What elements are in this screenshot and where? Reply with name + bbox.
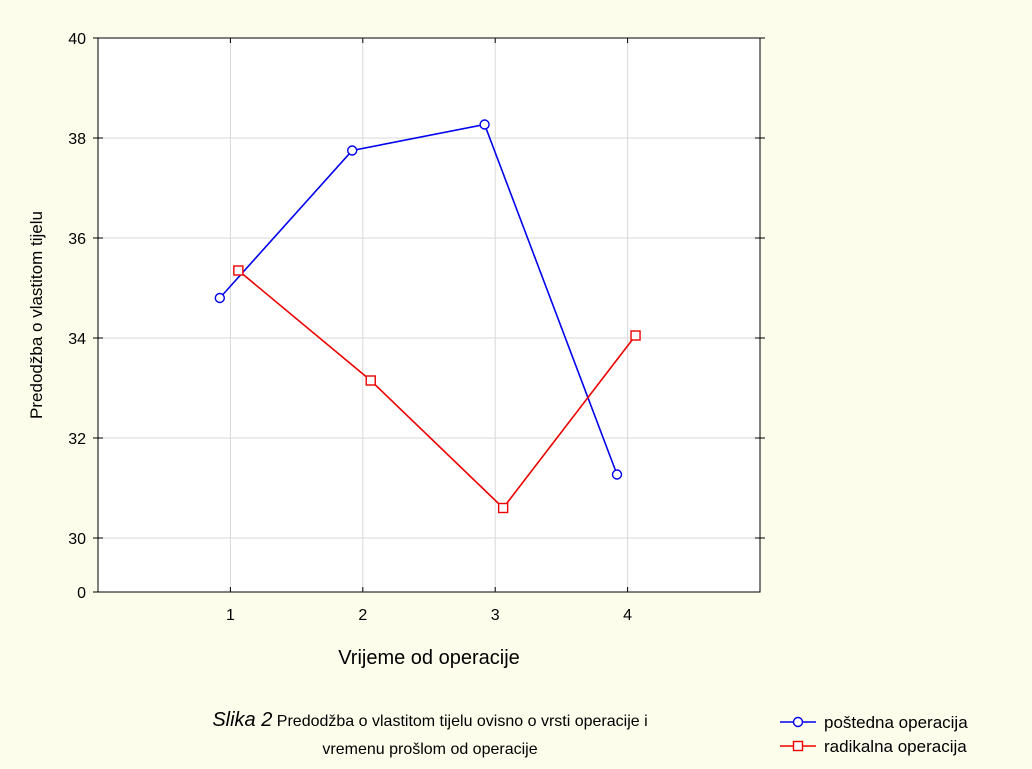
data-point-square <box>630 330 641 341</box>
y-break-tick-label: 0 <box>77 585 86 602</box>
x-tick-label: 3 <box>491 607 500 624</box>
plot-area <box>97 37 761 593</box>
data-point-square <box>233 265 244 276</box>
data-point-circle <box>347 145 358 156</box>
data-point-circle <box>479 119 490 130</box>
caption-text-line2: vremenu prošlom od operacije <box>322 741 538 758</box>
legend: poštedna operacija radikalna operacija <box>780 713 968 756</box>
y-axis-label: Predodžba o vlastitom tijelu <box>27 211 46 419</box>
y-tick-label: 30 <box>68 531 86 548</box>
y-tick-label: 40 <box>68 31 86 48</box>
x-tick-label: 4 <box>623 607 632 624</box>
grid-lines <box>98 38 760 592</box>
x-tick-label: 1 <box>226 607 235 624</box>
legend-marker-square <box>792 740 804 752</box>
legend-label-2: radikalna operacija <box>824 737 967 756</box>
series-layer <box>214 119 641 514</box>
legend-marker-circle <box>792 716 804 728</box>
series-line-1 <box>219 123 618 475</box>
legend-label-1: poštedna operacija <box>824 713 968 732</box>
y-tick-label: 38 <box>68 131 86 148</box>
series-line-2 <box>237 269 637 510</box>
figure-caption: Slika 2 Predodžba o vlastitom tijelu ovi… <box>100 706 760 764</box>
data-point-circle <box>214 292 226 304</box>
data-point-square <box>497 502 509 514</box>
caption-text-line1: Predodžba o vlastitom tijelu ovisno o vr… <box>272 713 648 730</box>
y-tick-label: 36 <box>68 231 86 248</box>
data-point-circle <box>611 469 623 480</box>
y-tick-label: 34 <box>68 331 86 348</box>
data-point-square <box>365 375 376 386</box>
x-axis-label: Vrijeme od operacije <box>338 647 520 669</box>
y-tick-label: 32 <box>68 431 86 448</box>
x-tick-label: 2 <box>358 607 367 624</box>
caption-lead: Slika 2 <box>212 709 273 731</box>
